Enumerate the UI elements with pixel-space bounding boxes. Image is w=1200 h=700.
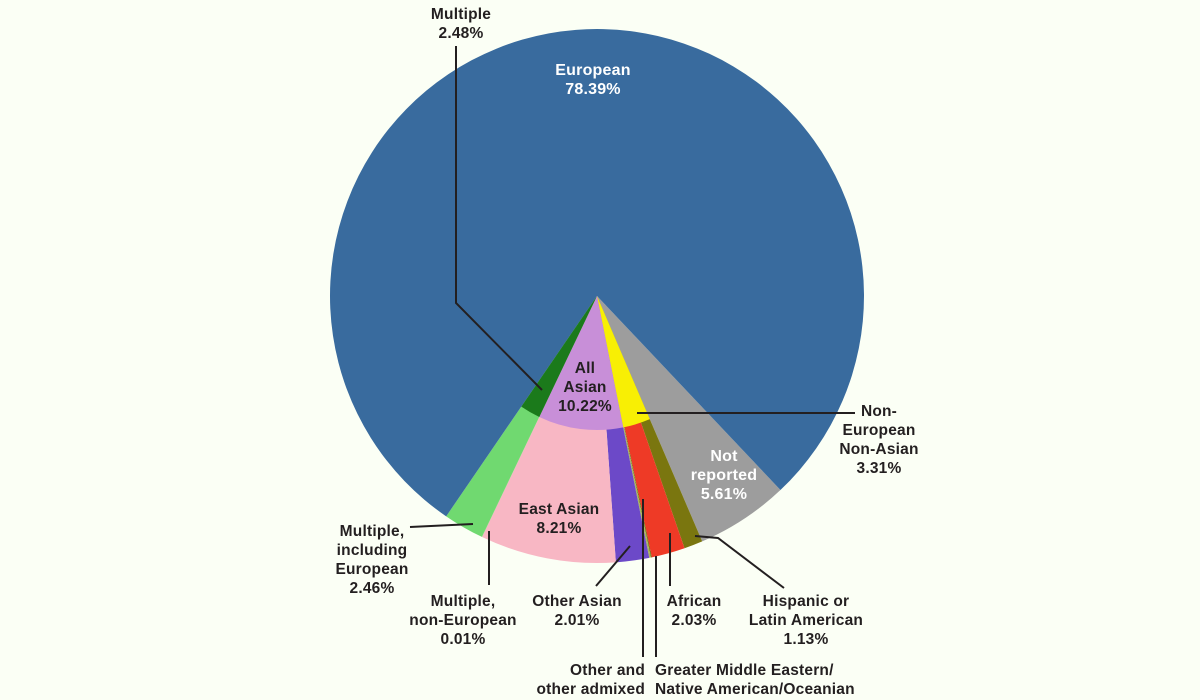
label-other-asian: Other Asian 2.01%	[532, 593, 622, 629]
label-african: African 2.03%	[666, 593, 722, 629]
label-european: European 78.39%	[555, 62, 631, 98]
leader-line-hispanic-or-latin-american	[694, 535, 785, 589]
pie-overlay-non-european-non-asian	[597, 296, 650, 428]
label-east-asian: East Asian 8.21%	[518, 501, 600, 537]
label-not-reported: Not reported 5.61%	[690, 448, 758, 503]
pie-overlay-all-asian	[539, 296, 624, 431]
leader-line-multiple	[455, 46, 543, 391]
label-multiple-non-european: Multiple, non-European 0.01%	[409, 593, 517, 648]
label-greater-middle-eastern-native-american-oceanian: Greater Middle Eastern/ Native American/…	[655, 662, 855, 698]
pie-slice-not-reported	[597, 296, 781, 542]
leader-line-other-asian	[595, 545, 631, 587]
pie-slice-european	[329, 29, 864, 517]
label-hispanic-or-latin-american: Hispanic or Latin American 1.13%	[748, 593, 864, 648]
label-multiple-including-european: Multiple, including European 2.46%	[335, 523, 409, 597]
label-all-asian: All Asian 10.22%	[558, 360, 612, 415]
label-multiple: Multiple 2.48%	[430, 6, 492, 42]
label-other-and-other-admixed: Other and other admixed	[536, 662, 645, 698]
label-non-european-non-asian: Non- European Non-Asian 3.31%	[839, 403, 919, 477]
leader-line-multiple-including-european	[409, 523, 474, 528]
pie-overlay-multiple	[521, 296, 597, 417]
